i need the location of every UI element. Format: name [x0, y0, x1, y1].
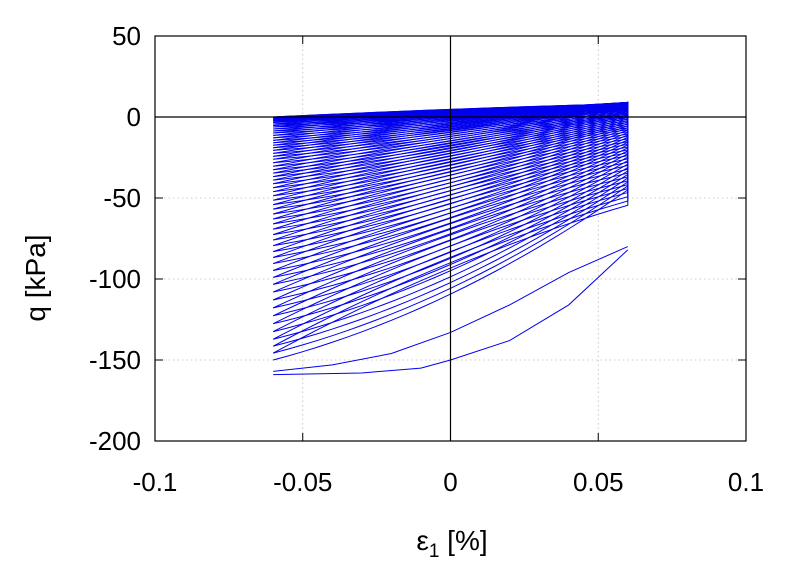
y-tick-label: -150: [89, 345, 141, 375]
y-tick-label: -200: [89, 426, 141, 456]
y-tick-label: 0: [127, 102, 141, 132]
x-tick-label: -0.1: [133, 467, 178, 497]
x-tick-label: 0.05: [573, 467, 624, 497]
x-tick-labels: -0.1 -0.05 0 0.05 0.1: [133, 36, 764, 497]
x-axis-label-base: ε: [416, 525, 428, 556]
x-axis-label-subscript: 1: [429, 541, 440, 562]
y-axis-label: q [kPa]: [20, 234, 51, 321]
zero-lines: [155, 36, 746, 441]
x-axis-label-unit: [%]: [439, 525, 487, 556]
x-tick-label: 0.1: [728, 467, 764, 497]
x-axis-label: ε1 [%]: [416, 525, 487, 562]
data-series: [272, 101, 629, 376]
y-tick-label: -50: [103, 183, 141, 213]
y-tick-label: -100: [89, 264, 141, 294]
cycle-loop-60: [273, 101, 629, 118]
x-tick-label: -0.05: [273, 467, 332, 497]
y-tick-labels: -200 -150 -100 -50 0 50: [89, 21, 746, 456]
y-tick-label: 50: [112, 21, 141, 51]
x-tick-label: 0: [443, 467, 457, 497]
